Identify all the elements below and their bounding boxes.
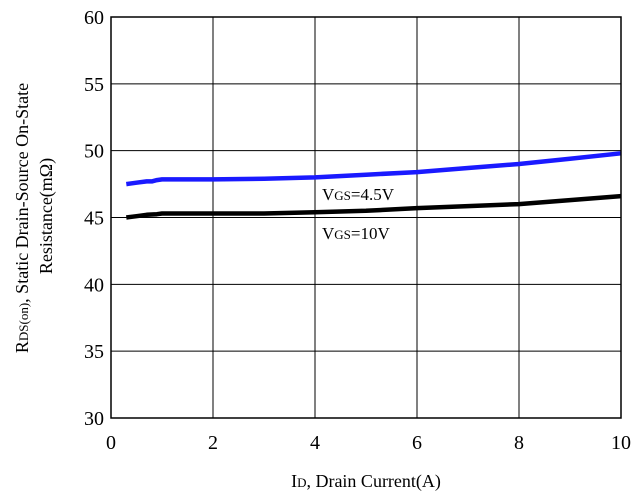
annotation-prefix: V <box>322 224 335 243</box>
annotation-sub: GS <box>334 188 351 203</box>
x-axis-title-sub: D <box>297 475 306 490</box>
x-tick-label: 6 <box>412 432 422 454</box>
x-tick-label: 8 <box>514 432 524 454</box>
y-tick-label: 55 <box>84 74 104 96</box>
y-axis-title-rest: , Static Drain-Source On-State <box>12 83 32 303</box>
x-axis-title: ID, Drain Current(A) <box>291 471 441 492</box>
annotation-sub: GS <box>334 227 351 242</box>
y-tick-label: 50 <box>84 141 104 163</box>
series-group <box>125 151 622 220</box>
annotation-rest: =4.5V <box>351 185 395 204</box>
y-axis-title-sub: DS(on) <box>16 303 31 341</box>
y-tick-label: 60 <box>84 7 104 29</box>
y-tick-label: 35 <box>84 341 104 363</box>
y-axis-title-line1: RDS(on), Static Drain-Source On-State <box>12 83 32 353</box>
x-axis-title-prefix: I <box>291 471 297 491</box>
y-tick-label: 40 <box>84 274 104 296</box>
annotation-vgs-10v: VGS=10V <box>322 224 390 243</box>
y-tick-labels: 30 35 40 45 50 55 60 <box>84 7 104 430</box>
x-axis-title-rest: , Drain Current(A) <box>306 471 440 492</box>
y-axis-title-second: Resistance(mΩ) <box>36 158 57 274</box>
x-tick-label: 2 <box>208 432 218 454</box>
y-axis-title-line2: Resistance(mΩ) <box>36 158 57 274</box>
y-tick-label: 30 <box>84 408 104 430</box>
y-tick-label: 45 <box>84 208 104 230</box>
plot-frame <box>110 16 622 419</box>
annotation-prefix: V <box>322 185 335 204</box>
y-axis-title: RDS(on), Static Drain-Source On-State <box>12 83 32 353</box>
x-tick-label: 10 <box>611 432 631 454</box>
annotation-rest: =10V <box>351 224 391 243</box>
x-tick-labels: 0 2 4 6 8 10 <box>106 432 631 454</box>
series-line-0 <box>125 151 622 187</box>
x-tick-label: 0 <box>106 432 116 454</box>
series-line-1 <box>126 193 622 220</box>
x-tick-label: 4 <box>310 432 320 454</box>
annotation-vgs-4-5v: VGS=4.5V <box>322 185 395 204</box>
y-axis-title-prefix: R <box>12 341 32 353</box>
grid-lines <box>111 17 621 418</box>
